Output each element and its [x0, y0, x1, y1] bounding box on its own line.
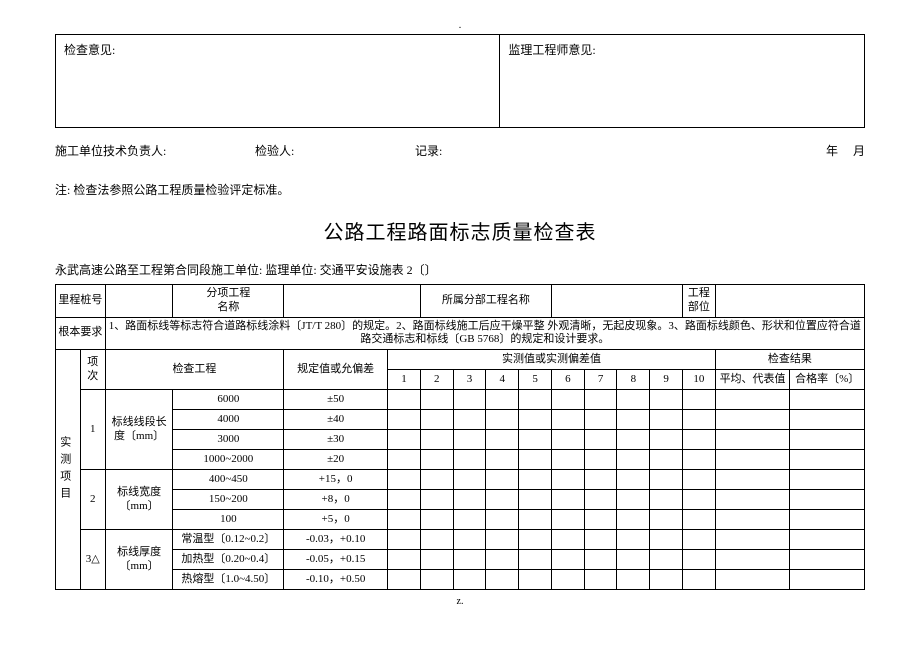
pile-value	[105, 285, 173, 318]
sig-recorder: 记录:	[415, 142, 725, 159]
table-row: 4000 ±40	[56, 410, 865, 430]
item-cell: 标线厚度 〔mm〕	[105, 530, 173, 590]
supervisor-opinion-cell: 监理工程师意见:	[500, 35, 864, 127]
tol-cell: +15，0	[284, 470, 388, 490]
spec-cell: 400~450	[173, 470, 284, 490]
table-row: 1 标线线段长 度〔mm〕 6000 ±50	[56, 390, 865, 410]
table-row: 100 +5，0	[56, 510, 865, 530]
tol-cell: ±40	[284, 410, 388, 430]
spec-cell: 150~200	[173, 490, 284, 510]
sig-date: 年 月	[725, 142, 865, 159]
col-5: 5	[519, 370, 552, 390]
spec-cell: 3000	[173, 430, 284, 450]
result-group-header: 检查结果	[715, 350, 864, 370]
sig-tech-lead: 施工单位技术负责人:	[55, 142, 255, 159]
col-2: 2	[420, 370, 453, 390]
spec-cell: 6000	[173, 390, 284, 410]
signature-row: 施工单位技术负责人: 检验人: 记录: 年 月	[55, 142, 865, 159]
col-9: 9	[650, 370, 683, 390]
idx-cell: 3△	[80, 530, 105, 590]
tol-cell: -0.05，+0.15	[284, 550, 388, 570]
part-name-value	[551, 285, 682, 318]
part-name-label: 所属分部工程名称	[420, 285, 551, 318]
subproj-name-value	[284, 285, 421, 318]
top-mark: .	[55, 20, 865, 31]
spec-cell: 1000~2000	[173, 450, 284, 470]
pile-label: 里程桩号	[56, 285, 106, 318]
loc-value	[715, 285, 864, 318]
spec-cell: 热熔型〔1.0~4.50〕	[173, 570, 284, 590]
side-label: 实测项目	[56, 350, 81, 590]
note-line: 注: 检查法参照公路工程质量检验评定标准。	[55, 181, 865, 198]
table-row: 3000 ±30	[56, 430, 865, 450]
col-1: 1	[388, 370, 421, 390]
table-row: 热熔型〔1.0~4.50〕 -0.10，+0.50	[56, 570, 865, 590]
requirement-row: 根本要求 1、路面标线等标志符合道路标线涂料〔JT/T 280〕的规定。2、路面…	[56, 317, 865, 350]
requirement-text: 1、路面标线等标志符合道路标线涂料〔JT/T 280〕的规定。2、路面标线施工后…	[105, 317, 864, 350]
page-title: 公路工程路面标志质量检查表	[55, 216, 865, 245]
check-item-header: 检查工程	[105, 350, 284, 390]
tol-cell: ±30	[284, 430, 388, 450]
avg-header: 平均、代表值	[715, 370, 790, 390]
table-row: 2 标线宽度 〔mm〕 400~450 +15，0	[56, 470, 865, 490]
inspection-table: 里程桩号 分项工程 名称 所属分部工程名称 工程部位 根本要求 1、路面标线等标…	[55, 284, 865, 590]
tol-cell: ±50	[284, 390, 388, 410]
idx-header: 项 次	[80, 350, 105, 390]
sig-inspector: 检验人:	[255, 142, 415, 159]
spec-cell: 加热型〔0.20~0.4〕	[173, 550, 284, 570]
tol-cell: +5，0	[284, 510, 388, 530]
subproj-name-label: 分项工程 名称	[173, 285, 284, 318]
table-row: 加热型〔0.20~0.4〕 -0.05，+0.15	[56, 550, 865, 570]
col-4: 4	[486, 370, 519, 390]
measured-group-header: 实测值或实测偏差值	[388, 350, 716, 370]
subtitle-line: 永武高速公路至工程第合同段施工单位: 监理单位: 交通平安设施表 2〔〕	[55, 261, 865, 278]
spec-cell: 4000	[173, 410, 284, 430]
foot-mark: z.	[55, 596, 865, 607]
col-10: 10	[683, 370, 716, 390]
tol-cell: ±20	[284, 450, 388, 470]
col-6: 6	[551, 370, 584, 390]
header-context-row: 里程桩号 分项工程 名称 所属分部工程名称 工程部位	[56, 285, 865, 318]
table-row: 1000~2000 ±20	[56, 450, 865, 470]
group-header-row-1: 实测项目 项 次 检查工程 规定值或允偏差 实测值或实测偏差值 检查结果	[56, 350, 865, 370]
spec-cell: 常温型〔0.12~0.2〕	[173, 530, 284, 550]
col-3: 3	[453, 370, 486, 390]
col-7: 7	[584, 370, 617, 390]
col-8: 8	[617, 370, 650, 390]
table-row: 150~200 +8，0	[56, 490, 865, 510]
requirement-label: 根本要求	[56, 317, 106, 350]
tol-cell: -0.03，+0.10	[284, 530, 388, 550]
idx-cell: 1	[80, 390, 105, 470]
item-cell: 标线线段长 度〔mm〕	[105, 390, 173, 470]
table-row: 3△ 标线厚度 〔mm〕 常温型〔0.12~0.2〕 -0.03，+0.10	[56, 530, 865, 550]
tolerance-header: 规定值或允偏差	[284, 350, 388, 390]
spec-cell: 100	[173, 510, 284, 530]
idx-cell: 2	[80, 470, 105, 530]
loc-label: 工程部位	[683, 285, 716, 318]
rate-header: 合格率〔%〕	[790, 370, 865, 390]
inspect-opinion-cell: 检查意见:	[56, 35, 500, 127]
item-cell: 标线宽度 〔mm〕	[105, 470, 173, 530]
opinion-row: 检查意见: 监理工程师意见:	[55, 34, 865, 128]
tol-cell: -0.10，+0.50	[284, 570, 388, 590]
tol-cell: +8，0	[284, 490, 388, 510]
